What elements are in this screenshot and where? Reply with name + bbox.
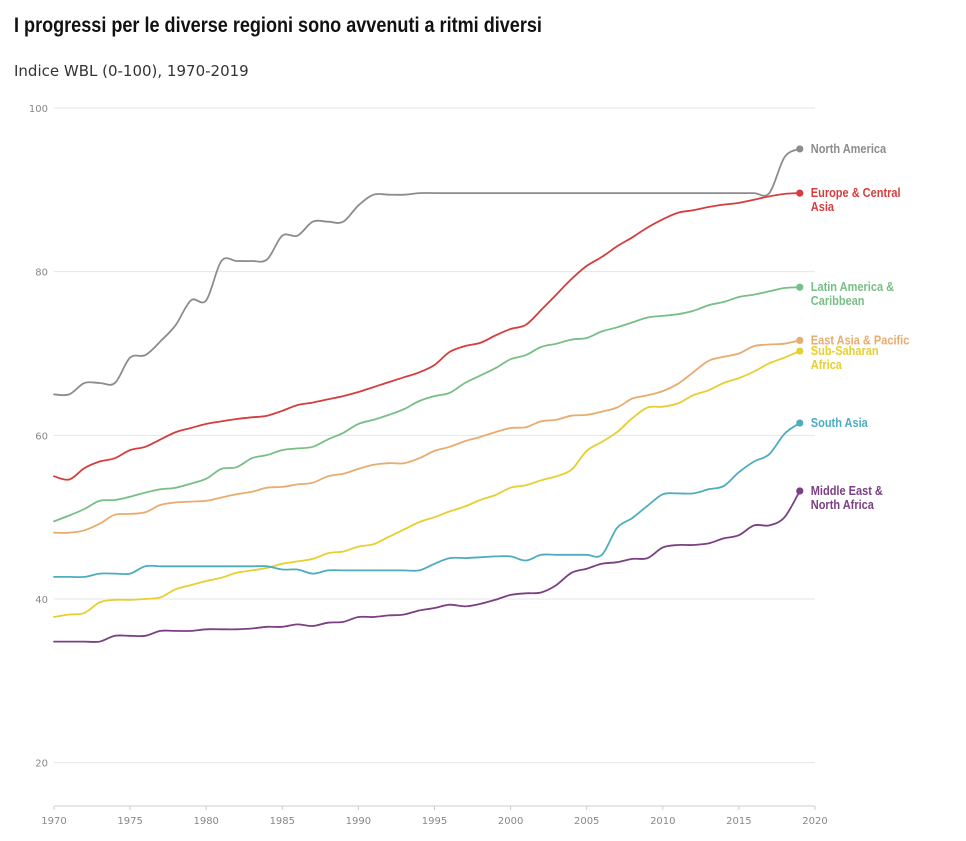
end-point-south-asia [796, 419, 804, 427]
end-point-east-asia-pacific [796, 336, 804, 345]
x-tick-label: 1980 [193, 816, 218, 827]
series-label-middle-east-north-africa: Middle East & North Africa [811, 484, 884, 512]
series-line-north-america [53, 148, 801, 397]
series-line-sub-saharan-africa [53, 350, 801, 618]
series-lines [53, 145, 804, 643]
series-label-east-asia-pacific: East Asia & Pacific [811, 334, 910, 348]
series-line-south-asia [53, 422, 801, 579]
x-tick-label: 1970 [41, 816, 66, 827]
y-tick-label: 100 [29, 104, 48, 115]
series-label-north-america: North America [811, 142, 887, 156]
chart-subtitle: Indice WBL (0-100), 1970-2019 [14, 62, 249, 80]
series-line-latin-america-caribbean [53, 286, 801, 523]
series-label-sub-saharan-africa: Sub-Saharan Africa [811, 344, 879, 372]
x-tick-label: 2015 [726, 816, 751, 827]
series-line-east-asia-pacific [53, 339, 801, 534]
y-tick-label: 80 [35, 268, 48, 279]
series-label-latin-america-caribbean: Latin America & Caribbean [811, 281, 895, 309]
end-point-sub-saharan-africa [796, 347, 804, 355]
series-line-middle-east-north-africa [53, 490, 801, 643]
x-tick-label: 2020 [802, 816, 827, 827]
x-tick-label: 2010 [650, 816, 675, 827]
end-point-latin-america-caribbean [796, 283, 804, 291]
y-tick-label: 60 [35, 431, 48, 442]
x-tick-label: 1990 [346, 816, 371, 827]
y-tick-label: 20 [35, 759, 48, 770]
x-tick-label: 2005 [574, 816, 599, 827]
end-point-middle-east-north-africa [796, 487, 804, 495]
end-point-europe-central-asia [796, 189, 804, 197]
x-tick-label: 1975 [117, 816, 142, 827]
series-labels: North America Europe & Central Asia Latin A… [811, 142, 910, 512]
end-point-north-america [796, 145, 804, 153]
grid [54, 107, 815, 764]
series-line-europe-central-asia [53, 192, 801, 481]
series-label-south-asia: South Asia [811, 416, 868, 430]
x-tick-label: 1985 [270, 816, 295, 827]
x-tick-label: 2000 [498, 816, 523, 827]
chart-title: I progressi per le diverse regioni sono … [14, 14, 542, 37]
series-label-europe-central-asia: Europe & Central Asia [811, 186, 901, 214]
axes: 20 40 60 80 100 1970 1975 1980 1985 1990 1995 2000 2… [29, 104, 828, 827]
y-tick-label: 40 [35, 595, 48, 606]
x-tick-label: 1995 [422, 816, 447, 827]
